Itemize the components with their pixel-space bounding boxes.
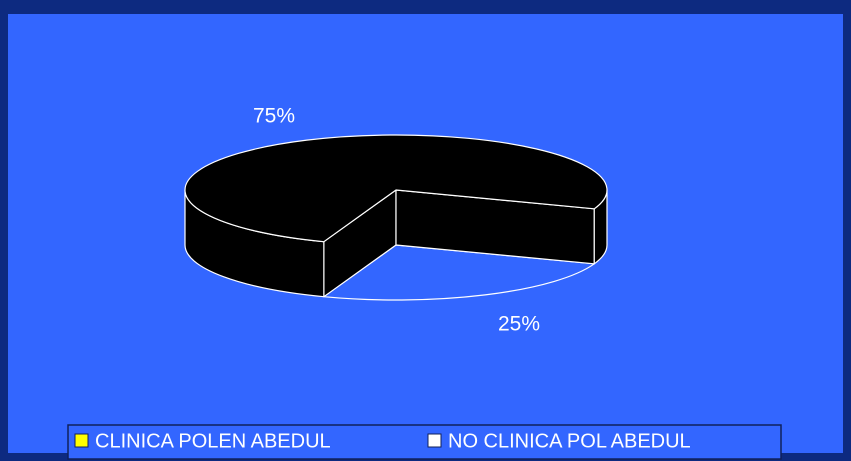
legend-label: CLINICA POLEN ABEDUL [95, 430, 331, 452]
data-label: 75% [253, 105, 295, 128]
data-label: 25% [498, 313, 540, 336]
legend-box [67, 424, 782, 460]
legend-label: NO CLINICA POL ABEDUL [448, 430, 691, 452]
pie-slice [184, 134, 608, 243]
legend-swatch [74, 433, 89, 448]
pie-slice [323, 244, 595, 301]
legend-swatch [427, 433, 442, 448]
